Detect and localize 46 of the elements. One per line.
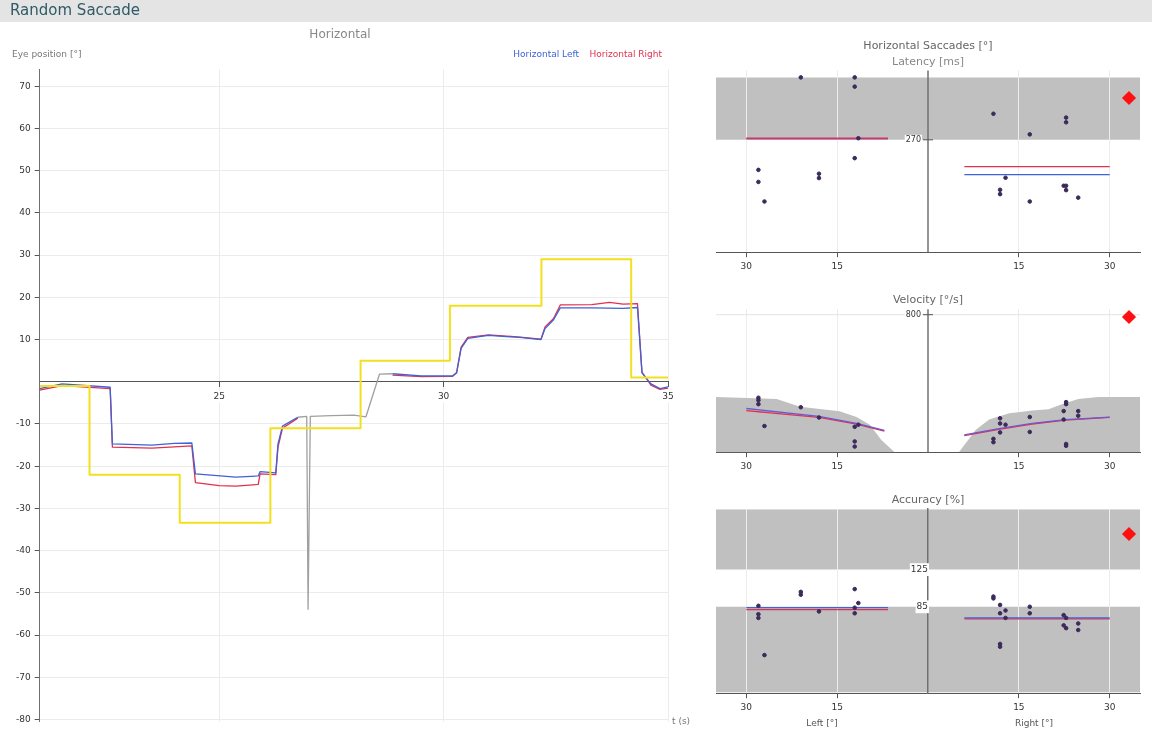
x-tick-label: 15	[1013, 701, 1025, 712]
x-tick-label: 15	[831, 701, 843, 712]
text: Left [°]	[806, 717, 838, 728]
y-tick-label: -10	[16, 418, 31, 429]
x-tick-label: 35	[662, 390, 674, 401]
y-tick-label: 30	[19, 249, 31, 260]
y-tick-label: 85	[916, 601, 928, 612]
annotation: 800	[905, 309, 921, 319]
x-tick-label: 30	[1103, 460, 1116, 471]
chart-subtitle: Horizontal	[309, 27, 371, 42]
chart-title: Horizontal Saccades [°]	[863, 39, 993, 53]
y-tick-label: 20	[19, 291, 31, 302]
x-tick-label: 15	[1013, 460, 1025, 471]
text: Right [°]	[1014, 717, 1054, 728]
chart-subtitle: Latency [ms]	[891, 54, 965, 68]
y-tick-label: -20	[16, 460, 31, 471]
x-tick-label: 30	[740, 701, 753, 712]
x-tick-label: 30	[1103, 701, 1116, 712]
y-tick-label: 40	[19, 207, 31, 218]
y-axis-title: Eye position [°]	[12, 49, 82, 60]
text: Horizontal Right	[589, 49, 663, 60]
x-tick-label: 25	[213, 390, 225, 401]
x-tick-label: 30	[1103, 260, 1116, 271]
y-tick-label: 125	[910, 563, 928, 574]
y-tick-label: -50	[16, 587, 31, 598]
x-tick-label: 15	[831, 260, 843, 271]
chart-title: Accuracy [%]	[891, 493, 965, 507]
x-tick-label: 30	[437, 390, 450, 401]
chart-title: Random Saccade	[10, 1, 141, 19]
x-axis-title: t (s)	[672, 715, 691, 726]
y-tick-label: -30	[16, 502, 31, 513]
y-tick-label: 10	[19, 333, 31, 344]
y-tick-label: -40	[16, 544, 31, 555]
y-tick-label: 70	[19, 80, 31, 91]
y-tick-label: 60	[19, 122, 31, 133]
annotation: 270	[905, 134, 921, 144]
text: Horizontal Left	[513, 49, 580, 60]
chart-title: Velocity [°/s]	[892, 293, 964, 307]
x-tick-label: 30	[740, 460, 753, 471]
y-tick-label: -70	[16, 671, 31, 682]
y-tick-label: 50	[19, 165, 31, 176]
x-tick-label: 15	[1013, 260, 1025, 271]
y-tick-label: -60	[16, 629, 31, 640]
x-tick-label: 15	[831, 460, 843, 471]
y-tick-label: -80	[16, 713, 31, 724]
x-tick-label: 30	[740, 260, 753, 271]
